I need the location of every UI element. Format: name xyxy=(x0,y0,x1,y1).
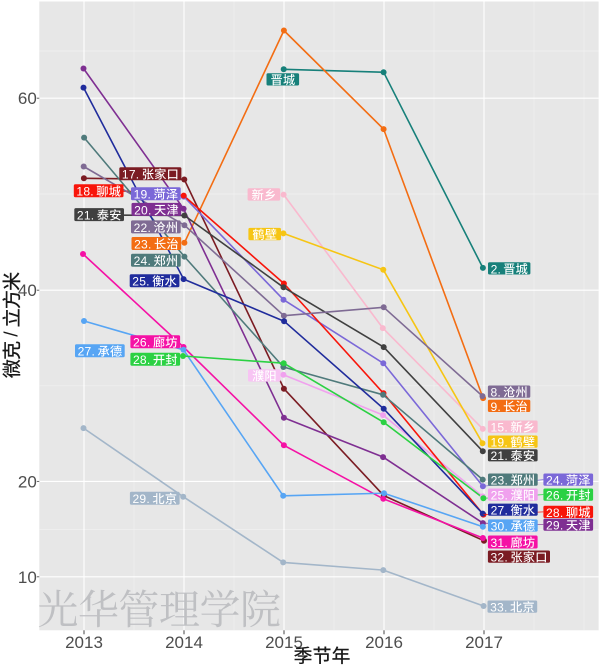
svg-text:28.: 28. xyxy=(133,353,150,367)
svg-text:28.: 28. xyxy=(546,506,563,520)
svg-text:18.: 18. xyxy=(76,185,93,199)
svg-text:23.: 23. xyxy=(491,473,508,487)
svg-text:33.: 33. xyxy=(490,600,507,614)
svg-text:27.: 27. xyxy=(78,345,95,359)
svg-text:15.: 15. xyxy=(491,420,508,434)
svg-text:27.: 27. xyxy=(491,504,508,518)
svg-text:30.: 30. xyxy=(491,519,508,533)
svg-text:29.: 29. xyxy=(546,519,563,533)
svg-text:17.: 17. xyxy=(122,168,139,182)
svg-text:2017: 2017 xyxy=(465,633,503,652)
svg-text:32.: 32. xyxy=(491,550,508,564)
svg-text:8.: 8. xyxy=(491,385,502,399)
svg-text:2013: 2013 xyxy=(65,633,103,652)
svg-text:19.: 19. xyxy=(491,435,508,449)
svg-text:60: 60 xyxy=(18,89,37,108)
svg-text:22.: 22. xyxy=(134,221,151,235)
svg-text:23.: 23. xyxy=(134,237,151,251)
svg-text:29.: 29. xyxy=(133,492,150,506)
svg-text:31.: 31. xyxy=(491,536,508,550)
svg-text:9.: 9. xyxy=(491,400,502,414)
svg-text:21.: 21. xyxy=(77,208,94,222)
svg-text:19.: 19. xyxy=(134,188,151,202)
svg-text:20: 20 xyxy=(18,472,37,491)
svg-text:25.: 25. xyxy=(491,488,508,502)
svg-text:2016: 2016 xyxy=(365,633,403,652)
svg-text:24.: 24. xyxy=(546,473,563,487)
svg-text:40: 40 xyxy=(18,281,37,300)
svg-text:20.: 20. xyxy=(134,203,151,217)
svg-text:10: 10 xyxy=(18,568,37,587)
svg-text:2015: 2015 xyxy=(265,633,303,652)
svg-text:2014: 2014 xyxy=(165,633,203,652)
svg-text:26.: 26. xyxy=(546,488,563,502)
svg-text:21.: 21. xyxy=(491,449,508,463)
svg-text:26.: 26. xyxy=(133,336,150,350)
svg-text:2.: 2. xyxy=(491,262,502,276)
svg-text:25.: 25. xyxy=(132,275,149,289)
svg-text:24.: 24. xyxy=(134,254,151,268)
svg-text:/: / xyxy=(2,331,23,337)
